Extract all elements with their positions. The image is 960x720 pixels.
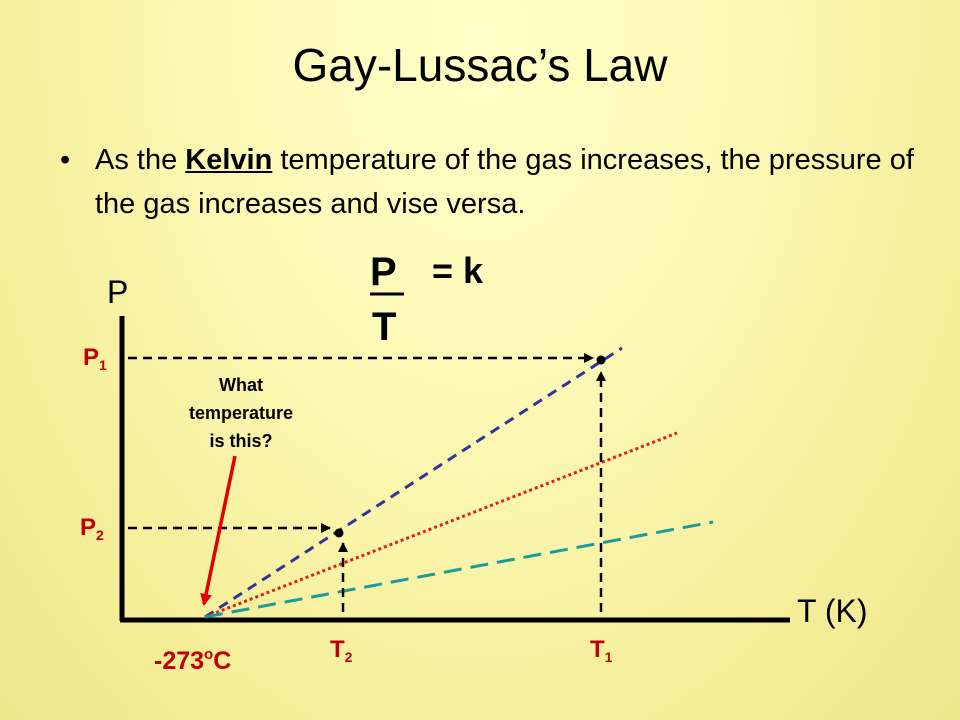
- absolute-zero-value: -273: [154, 647, 204, 675]
- t1-label-sub: 1: [605, 649, 613, 665]
- question-line-1: What: [219, 375, 263, 395]
- p2-label-sub: 2: [96, 527, 104, 543]
- p1-label-sub: 1: [99, 357, 107, 373]
- bullet-rest: temperature of the gas increases, the pr…: [95, 144, 914, 220]
- bullet-text: As the Kelvin temperature of the gas inc…: [95, 138, 925, 226]
- question-line-3: is this?: [209, 431, 272, 451]
- t2-label-sub: 2: [345, 649, 353, 665]
- t2-label: T2: [330, 636, 353, 665]
- bullet-dot: •: [60, 144, 71, 176]
- line-shallow-teal: [204, 520, 714, 619]
- p1-label: P1: [83, 344, 107, 373]
- bullet-prefix: As the: [95, 144, 186, 176]
- formula-numerator: P: [370, 250, 397, 294]
- line-steep-navy: [204, 346, 623, 619]
- p2-label: P2: [80, 514, 104, 543]
- absolute-zero-label: -273oC: [154, 646, 231, 675]
- t2-label-main: T: [330, 636, 345, 663]
- point-state-1: [596, 355, 606, 365]
- line-medium-red: [204, 431, 678, 619]
- absolute-zero-unit: C: [213, 647, 231, 675]
- point-state-2: [334, 528, 344, 538]
- slide-title: Gay-Lussac’s Law: [292, 39, 668, 91]
- t1-label: T1: [590, 636, 613, 665]
- question-red-arrow: [200, 455, 237, 606]
- t1-label-main: T: [590, 636, 605, 663]
- x-axis-label: T (K): [797, 593, 868, 629]
- question-line-2: temperature: [189, 403, 293, 423]
- p1-label-main: P: [83, 344, 99, 371]
- formula-denominator: T: [372, 305, 396, 349]
- absolute-zero-degree: o: [204, 646, 213, 663]
- p2-label-main: P: [80, 514, 96, 541]
- formula-equals-k: = k: [432, 250, 484, 291]
- y-axis-label: P: [107, 274, 128, 310]
- kelvin-keyword: Kelvin: [185, 144, 273, 176]
